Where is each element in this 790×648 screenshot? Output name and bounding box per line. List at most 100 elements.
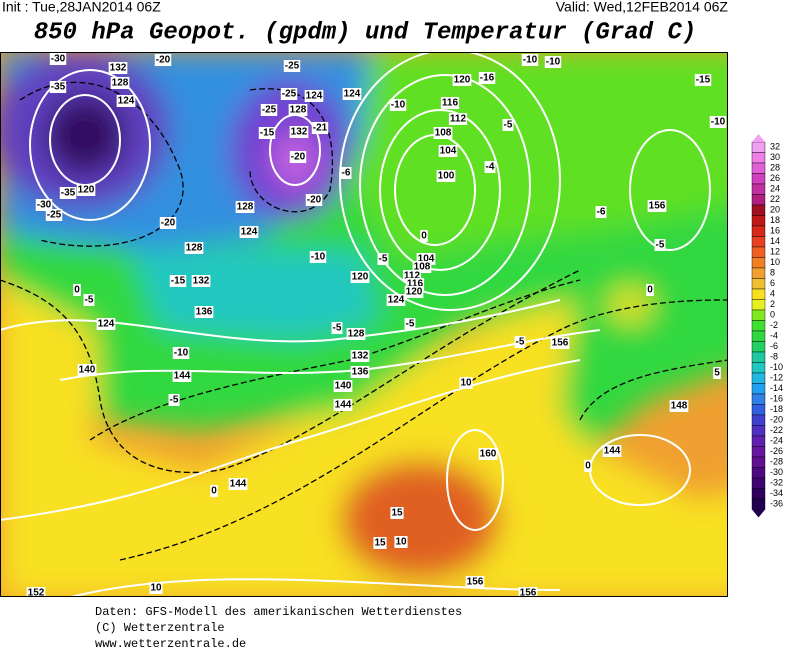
contour-label: 140 bbox=[335, 381, 352, 392]
contour-label: 112 bbox=[404, 271, 421, 282]
legend-swatch bbox=[751, 477, 766, 489]
legend-swatch bbox=[751, 152, 766, 164]
legend-swatch bbox=[751, 404, 766, 416]
contour-label: 5 bbox=[714, 368, 720, 379]
label-box bbox=[49, 53, 67, 65]
legend-label: 0 bbox=[770, 310, 775, 320]
label-box bbox=[116, 95, 136, 107]
isotherms bbox=[0, 81, 728, 561]
legend-label: 16 bbox=[770, 226, 780, 236]
label-box bbox=[110, 77, 130, 89]
legend-swatch bbox=[751, 425, 766, 437]
label-box bbox=[159, 217, 177, 229]
contour-label: 116 bbox=[442, 98, 459, 109]
contour-label: 124 bbox=[98, 319, 115, 330]
contour-label: -25 bbox=[47, 210, 62, 221]
contour-label: 128 bbox=[112, 78, 129, 89]
label-box bbox=[448, 113, 468, 125]
contour-label: 0 bbox=[647, 285, 653, 296]
legend-swatch bbox=[751, 162, 766, 174]
contour-label: -30 bbox=[51, 54, 66, 65]
field-yellow-spot bbox=[608, 287, 652, 323]
label-box bbox=[49, 81, 67, 93]
label-box bbox=[73, 284, 81, 296]
contour-label: 0 bbox=[585, 461, 591, 472]
contour-label: -4 bbox=[486, 162, 495, 173]
contour-label: 128 bbox=[348, 329, 365, 340]
contour-label: -5 bbox=[504, 120, 513, 131]
contour-label: -5 bbox=[516, 337, 525, 348]
legend-arrow-top bbox=[752, 134, 765, 142]
label-box bbox=[191, 275, 211, 287]
label-box bbox=[26, 587, 46, 597]
label-box bbox=[436, 170, 456, 182]
legend-swatch bbox=[751, 141, 766, 153]
legend-swatch bbox=[751, 267, 766, 279]
label-box bbox=[433, 127, 453, 139]
label-box bbox=[386, 294, 406, 306]
label-box bbox=[377, 253, 389, 265]
label-box bbox=[184, 242, 204, 254]
contour-label: 120 bbox=[78, 185, 95, 196]
valid-time: Valid: Wed,12FEB2014 06Z bbox=[556, 0, 729, 15]
contour-labels: -30 132 -20 128 -35 124 -25 124 124 -25 -25 128 -15 1… bbox=[26, 53, 727, 599]
contour-label: 156 bbox=[520, 588, 537, 599]
contour-label: -6 bbox=[597, 207, 606, 218]
contour-label: 108 bbox=[435, 128, 452, 139]
contour-label: 108 bbox=[414, 262, 431, 273]
legend-swatch bbox=[751, 446, 766, 458]
label-box bbox=[260, 104, 278, 116]
legend-label: -4 bbox=[770, 331, 778, 341]
contour-label: 156 bbox=[649, 201, 666, 212]
contour-label: -5 bbox=[170, 395, 179, 406]
contour-label: 124 bbox=[344, 89, 361, 100]
label-box bbox=[350, 271, 370, 283]
legend-swatch bbox=[751, 194, 766, 206]
legend-swatch bbox=[751, 320, 766, 332]
legend-label: -6 bbox=[770, 341, 778, 351]
contour-label: 140 bbox=[79, 365, 96, 376]
legend-swatch bbox=[751, 435, 766, 447]
contour-label: 128 bbox=[186, 243, 203, 254]
contour-label: 116 bbox=[407, 279, 424, 290]
legend-label: -12 bbox=[770, 373, 783, 383]
label-box bbox=[584, 460, 592, 472]
legend-label: -18 bbox=[770, 404, 783, 414]
contour-label: 104 bbox=[440, 146, 457, 157]
legend-swatch bbox=[751, 204, 766, 216]
label-box bbox=[484, 161, 496, 173]
label-box bbox=[521, 54, 539, 66]
label-box bbox=[389, 99, 407, 111]
map-title: 850 hPa Geopot. (gpdm) und Temperatur (G… bbox=[34, 19, 697, 46]
legend-swatch bbox=[751, 393, 766, 405]
legend-swatch bbox=[751, 257, 766, 269]
legend-label: -14 bbox=[770, 383, 783, 393]
label-box bbox=[59, 187, 77, 199]
footer-line: Daten: GFS-Modell des amerikanischen Wet… bbox=[95, 605, 462, 619]
contour-label: 132 bbox=[193, 276, 210, 287]
legend-label: -22 bbox=[770, 425, 783, 435]
label-box bbox=[459, 377, 473, 389]
legend-label: -26 bbox=[770, 446, 783, 456]
contour-label: 0 bbox=[421, 231, 427, 242]
label-box bbox=[544, 56, 562, 68]
contour-label: -35 bbox=[61, 188, 76, 199]
contour-label: 0 bbox=[74, 285, 80, 296]
contour-label: -10 bbox=[523, 55, 538, 66]
field-red bbox=[340, 460, 500, 580]
contour-label: 15 bbox=[374, 538, 386, 549]
label-box bbox=[342, 88, 362, 100]
label-box bbox=[346, 328, 366, 340]
legend-label: 4 bbox=[770, 289, 775, 299]
contour-label: -20 bbox=[291, 152, 306, 163]
map-area: -30 132 -20 128 -35 124 -25 124 124 -25 -25 128 -15 1… bbox=[0, 52, 728, 599]
contour-label: 15 bbox=[391, 508, 403, 519]
label-box bbox=[713, 367, 721, 379]
contour-label: -5 bbox=[656, 240, 665, 251]
legend-swatch bbox=[751, 173, 766, 185]
legend-label: -32 bbox=[770, 478, 783, 488]
legend-label: 22 bbox=[770, 194, 780, 204]
contour-label: 144 bbox=[230, 479, 247, 490]
legend-swatch bbox=[751, 330, 766, 342]
